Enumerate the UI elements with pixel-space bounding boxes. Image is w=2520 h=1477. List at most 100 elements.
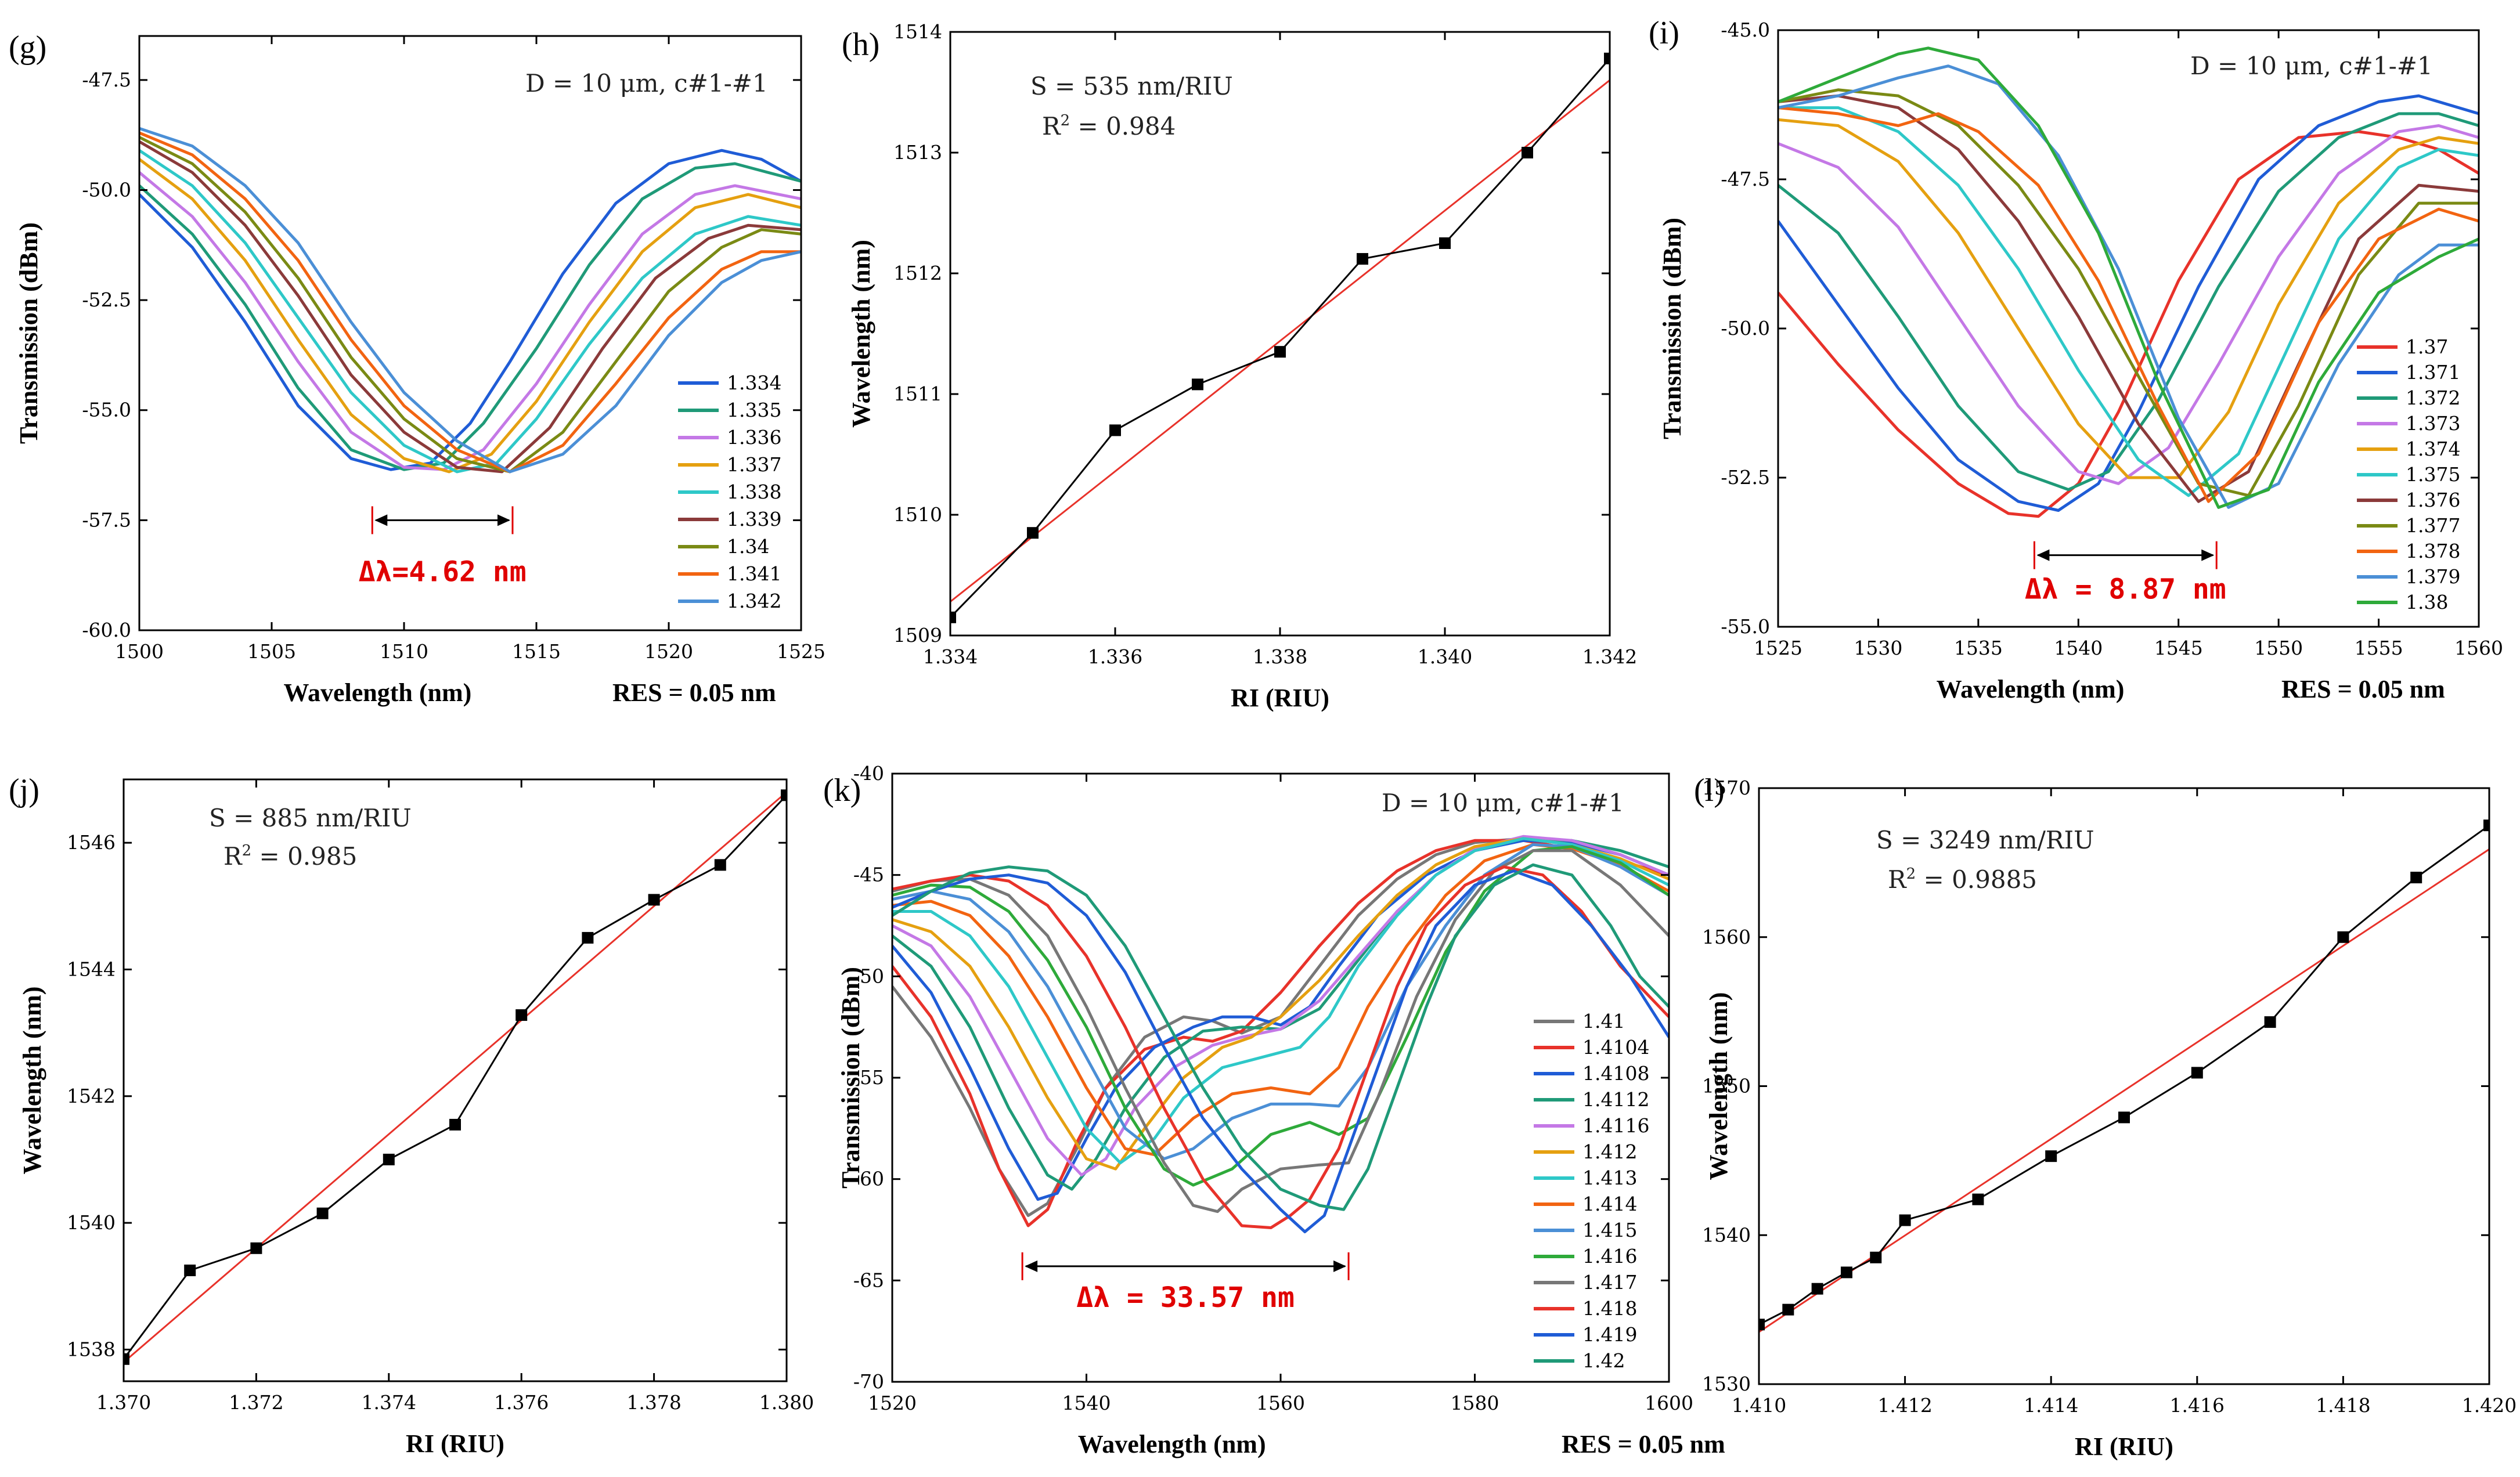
legend-label: 1.4104 [1582,1036,1649,1059]
x-tick-label: 1520 [868,1392,917,1414]
x-tick-label: 1540 [2054,637,2103,659]
spectrum-line-1_419 [892,869,1669,1233]
y-tick-label: 1512 [893,262,942,284]
spectrum-line-1_342 [139,127,801,474]
x-tick-label: 1.412 [1877,1394,1932,1417]
legend-label: 1.4108 [1582,1062,1649,1085]
spectrum-line-1_415 [892,843,1669,1161]
y-tick-label: -47.5 [82,68,131,91]
y-tick-label: -45.0 [1721,19,1770,41]
x-tick-label: 1.378 [626,1391,681,1414]
data-point [1972,1193,1984,1205]
data-point [1439,237,1451,249]
y-tick-label: 1530 [1702,1373,1751,1395]
delta-lambda-label: Δλ=4.62 nm [359,555,527,588]
y-axis-label: Wavelength (nm) [847,240,875,428]
delta-lambda-label: Δλ = 8.87 nm [2025,573,2226,606]
data-point [250,1242,262,1254]
data-point [1840,1266,1852,1279]
y-tick-label: -47.5 [1721,168,1770,190]
legend-label: 1.42 [1582,1349,1625,1372]
axes-frame [122,778,788,1382]
fiber-annotation: D = 10 μm, c#1-#1 [2190,52,2433,80]
data-point [2410,872,2422,884]
legend-label: 1.419 [1582,1323,1637,1346]
panel-h-linear-fit-chart: 1.334 1.336 1.338 1.340 1.342 1509 1510 1511 151… [842,20,1637,712]
spectrum-line-1_414 [892,843,1669,1157]
legend-label: 1.4116 [1582,1114,1649,1137]
legend-label: 1.376 [2406,489,2460,511]
plot-area [139,127,801,474]
legend-label: 1.414 [1582,1193,1637,1215]
x-tick-label: 1.420 [2462,1394,2517,1417]
legend-label: 1.339 [727,508,781,530]
legend-label: 1.4112 [1582,1088,1649,1111]
x-tick-label: 1560 [2454,637,2503,659]
spectrum-line-1_34 [139,136,801,474]
data-point [1274,346,1286,358]
x-tick-label: 1.376 [494,1391,549,1414]
y-tick-label: -55.0 [1721,615,1770,638]
spectrum-line-1_372 [1778,112,2479,492]
x-tick-label: 1535 [1954,637,2003,659]
x-tick-label: 1550 [2254,637,2303,659]
spectrum-line-1_38 [1778,46,2479,509]
x-tick-label: 1.334 [923,645,978,668]
x-tick-label: 1.414 [2024,1394,2078,1417]
y-tick-label: -60.0 [82,619,131,641]
spectrum-line-1_341 [139,131,801,474]
y-tick-label: 1540 [67,1211,116,1234]
panel-g-spectrum-chart: 1500 1505 1510 1515 1520 1525 -60.0 -57.5 -55.0 -… [9,30,825,707]
panel-label: (j) [9,772,39,808]
spectrum-line-1_379 [1778,64,2479,509]
r-squared-label: R2 = 0.9885 [1888,865,2037,894]
legend-label: 1.418 [1582,1297,1637,1320]
legend-label: 1.342 [727,590,781,612]
data-point [449,1118,461,1131]
legend-label: 1.336 [727,426,781,449]
resolution-label: RES = 0.05 nm [1562,1430,1725,1458]
spectrum-line-1_371 [1778,94,2479,512]
plot-area [892,835,1669,1233]
panel-j-linear-fit-chart: 1.370 1.372 1.374 1.376 1.378 1.380 1538 1540 15… [9,772,814,1458]
y-tick-label: 1511 [893,382,942,405]
data-point [648,894,660,906]
x-tick-label: 1500 [115,640,164,663]
y-tick-label: -52.5 [1721,466,1770,489]
x-tick-label: 1.416 [2170,1394,2225,1417]
delta-arrow-head-right [497,514,510,526]
x-tick-label: 1540 [1062,1392,1111,1414]
x-tick-label: 1515 [512,640,561,663]
x-tick-label: 1.380 [759,1391,814,1414]
y-tick-label: 1538 [67,1338,116,1360]
legend-label: 1.341 [727,562,781,585]
data-point [1870,1251,1882,1263]
y-tick-label: -45 [853,864,884,886]
y-tick-label: 1509 [893,624,942,647]
spectrum-line-1_417 [892,849,1669,1214]
legend-label: 1.373 [2406,412,2460,435]
x-tick-label: 1.338 [1253,645,1307,668]
y-tick-label: 1544 [67,958,116,980]
legend-label: 1.377 [2406,514,2460,537]
data-point [2118,1111,2130,1124]
data-point [316,1207,329,1219]
legend-label: 1.37 [2406,335,2448,358]
data-point [2264,1016,2276,1028]
resolution-label: RES = 0.05 nm [612,678,776,707]
linear-fit-line [124,791,787,1363]
y-axis-label: Transmission (dBm) [1658,218,1686,439]
legend-label: 1.415 [1582,1219,1637,1241]
data-point [2191,1067,2203,1079]
r-squared-label: R2 = 0.985 [223,842,357,871]
data-point [1899,1214,1911,1226]
spectrum-line-1_339 [139,140,801,474]
data-point [1759,1319,1765,1331]
panel-k-spectrum-chart: 1520 1540 1560 1580 1600 -70 -65 -60 -55 -50 -45 -4… [823,762,1725,1458]
x-tick-label: 1545 [2154,637,2203,659]
y-axis-label: Wavelength (nm) [1704,992,1733,1180]
legend-label: 1.379 [2406,565,2460,588]
delta-arrow-head-left [1025,1260,1038,1272]
spectrum-line-1_377 [1778,88,2479,497]
data-point [2483,819,2489,832]
